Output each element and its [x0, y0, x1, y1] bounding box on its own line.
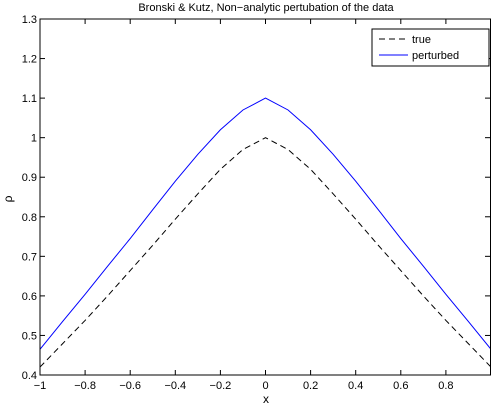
y-axis-label: ρ	[1, 195, 15, 202]
ticks-layer: −1 −0.8 −0.6 −0.4 −0.2 0 0.2 0.4 0.6 0.8 0.4 0.5 0.6…	[22, 14, 490, 392]
y-tick-label: 0.4	[22, 370, 37, 382]
x-tick-label: −1	[34, 380, 47, 392]
legend-label-true: true	[412, 34, 431, 46]
legend-label-perturbed: perturbed	[412, 50, 459, 62]
y-tick-label: 1	[31, 133, 37, 145]
x-axis-label: x	[263, 392, 269, 406]
x-tick-label: −0.2	[210, 380, 232, 392]
x-tick-label: 0	[262, 380, 268, 392]
plot-background	[40, 19, 491, 375]
plot-area	[40, 19, 491, 375]
series-line-true	[39, 137, 491, 368]
y-tick-label: 0.7	[22, 251, 37, 263]
x-tick-label: −0.4	[164, 380, 186, 392]
legend: true perturbed	[371, 28, 490, 67]
x-tick-label: 0.6	[393, 380, 408, 392]
y-tick-label: 0.8	[22, 212, 37, 224]
legend-box	[371, 28, 490, 67]
x-tick-label: −0.6	[119, 380, 141, 392]
x-tick-label: −0.8	[74, 380, 96, 392]
chart-title: Bronski & Kutz, Non−analytic pertubation…	[138, 2, 394, 14]
y-tick-label: 1.2	[22, 54, 37, 66]
y-tick-label: 0.6	[22, 291, 37, 303]
x-tick-label: 0.4	[348, 380, 363, 392]
series-layer	[39, 97, 491, 368]
x-tick-label: 0.2	[303, 380, 318, 392]
x-tick-label: 0.8	[438, 380, 453, 392]
y-tick-label: 1.1	[22, 93, 37, 105]
y-tick-label: 1.3	[22, 14, 37, 26]
series-line-perturbed	[39, 97, 491, 350]
y-tick-label: 0.9	[22, 172, 37, 184]
y-tick-label: 0.5	[22, 330, 37, 342]
